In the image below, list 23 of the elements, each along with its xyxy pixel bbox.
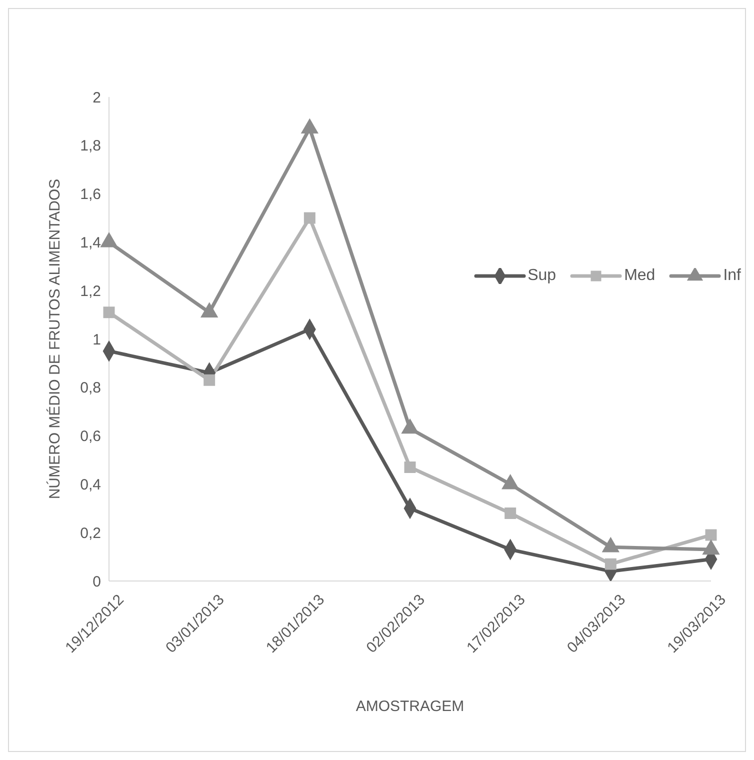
point — [404, 462, 416, 474]
point — [604, 558, 616, 570]
y-tick-label: 0 — [92, 573, 101, 590]
legend-label: Inf — [723, 267, 741, 285]
legend-label: Med — [624, 267, 656, 285]
y-tick-label: 1,4 — [80, 234, 101, 252]
y-tick-label: 1,2 — [80, 282, 101, 300]
y-tick-label: 0,4 — [80, 476, 101, 494]
y-tick-label: 0,6 — [80, 428, 101, 446]
y-tick-label: 1,8 — [80, 138, 101, 155]
y-tick-label: 1,6 — [80, 186, 101, 204]
legend-label: Sup — [528, 267, 556, 285]
y-axis-title: NÚMERO MÉDIO DE FRUTOS ALIMENTADOS — [45, 178, 64, 500]
y-tick-label: 1 — [92, 331, 101, 348]
x-axis-title: AMOSTRAGEM — [356, 698, 464, 715]
y-tick-label: 0,2 — [80, 524, 101, 542]
point — [304, 212, 316, 224]
point — [705, 529, 717, 541]
point — [204, 374, 216, 386]
y-tick-label: 2 — [92, 89, 101, 106]
y-tick-label: 0,8 — [80, 380, 101, 397]
point — [504, 507, 516, 519]
point — [103, 306, 115, 318]
